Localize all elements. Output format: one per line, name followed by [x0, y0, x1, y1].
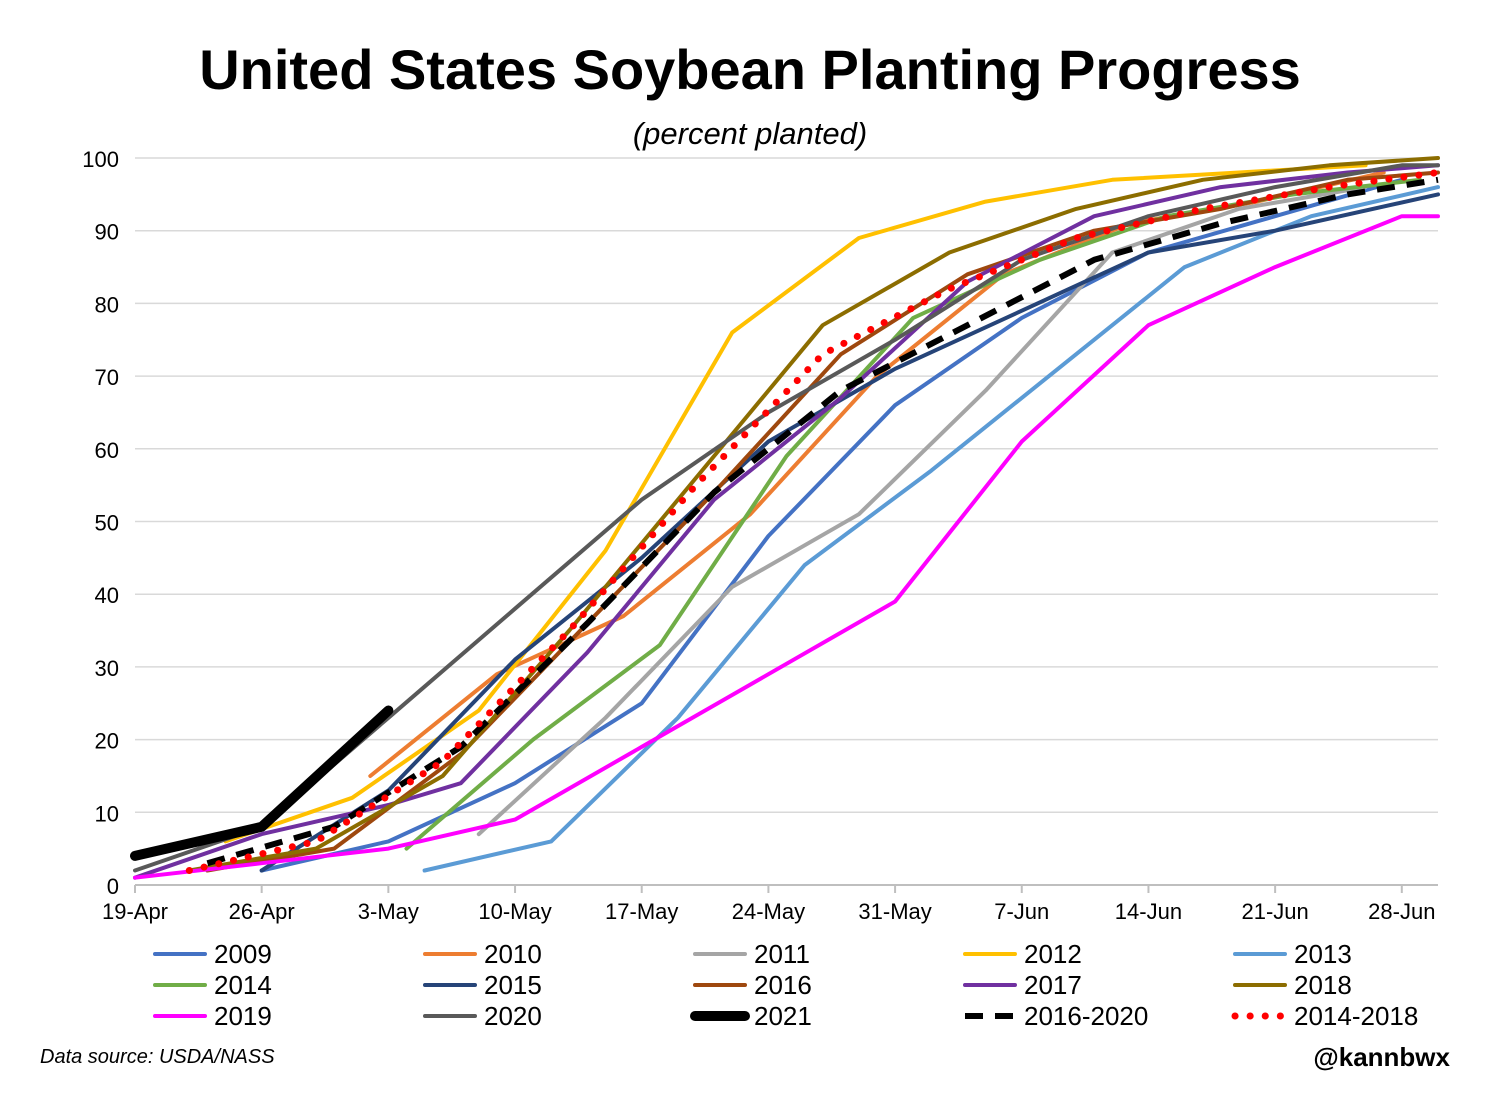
legend-label: 2020 — [484, 1000, 542, 1031]
legend-swatch — [153, 952, 207, 956]
legend-item-2020: 2020 — [420, 1000, 542, 1032]
legend-item-2021: 2021 — [690, 1000, 812, 1032]
legend-label: 2011 — [754, 938, 810, 969]
series-line-2014 — [404, 177, 1422, 851]
legend-label: 2012 — [1024, 938, 1082, 969]
series-line-2011 — [476, 185, 1368, 837]
y-tick-label: 10 — [95, 801, 119, 826]
legend-swatch — [423, 1014, 477, 1018]
y-tick-label: 100 — [82, 147, 119, 172]
legend-label: 2016 — [754, 969, 812, 1000]
legend-label: 2010 — [484, 938, 542, 969]
author-handle: @kannbwx — [1313, 1042, 1450, 1072]
legend-label: 2017 — [1024, 969, 1082, 1000]
x-tick-label: 14-Jun — [1115, 899, 1182, 924]
legend-item-2016-2020: 2016-2020 — [960, 1000, 1148, 1032]
legend-swatch — [963, 983, 1017, 987]
x-tick-label: 21-Jun — [1241, 899, 1308, 924]
legend-label: 2019 — [214, 1000, 272, 1031]
chart-title: United States Soybean Planting Progress — [199, 38, 1301, 101]
y-tick-label: 20 — [95, 729, 119, 754]
x-tick-label: 26-Apr — [229, 899, 295, 924]
legend-item-2017: 2017 — [960, 969, 1082, 1001]
legend-item-2015: 2015 — [420, 969, 542, 1001]
series-line-2012 — [223, 163, 1368, 844]
x-tick-label: 10-May — [478, 899, 551, 924]
x-tick-label: 28-Jun — [1368, 899, 1435, 924]
y-tick-label: 90 — [95, 220, 119, 245]
legend-label: 2016-2020 — [1024, 1000, 1149, 1031]
y-tick-label: 40 — [95, 583, 119, 608]
x-tick-label: 3-May — [358, 899, 419, 924]
y-tick-label: 80 — [95, 292, 119, 317]
y-tick-label: 60 — [95, 438, 119, 463]
legend-swatch — [153, 983, 207, 987]
legend-label: 2009 — [214, 938, 272, 969]
y-tick-label: 30 — [95, 656, 119, 681]
legend-label: 2014 — [214, 969, 272, 1000]
series-line-2014-2018 — [185, 169, 1442, 874]
x-tick-label: 17-May — [605, 899, 678, 924]
series-line-2016-2020 — [206, 176, 1439, 867]
y-tick-label: 0 — [107, 874, 119, 899]
legend-item-2011: 2011 — [690, 938, 810, 970]
legend-label: 2018 — [1294, 969, 1352, 1000]
y-tick-label: 50 — [95, 511, 119, 536]
series-line-2019 — [133, 214, 1440, 880]
legend-label: 2015 — [484, 969, 542, 1000]
legend-label: 2014-2018 — [1294, 1000, 1419, 1031]
x-tick-label: 31-May — [858, 899, 931, 924]
series-line-2016 — [205, 170, 1440, 873]
x-tick-label: 7-Jun — [994, 899, 1049, 924]
legend-swatch — [423, 983, 477, 987]
legend-item-2010: 2010 — [420, 938, 542, 970]
legend-item-2009: 2009 — [150, 938, 272, 970]
gridlines — [135, 157, 1438, 814]
legend-swatch — [153, 1014, 207, 1018]
series-line-2021 — [130, 705, 394, 861]
legend-item-2013: 2013 — [1230, 938, 1352, 970]
legend-swatch — [690, 1011, 750, 1021]
legend-item-2012: 2012 — [960, 938, 1082, 970]
legend-label: 2013 — [1294, 938, 1352, 969]
legend-item-2018: 2018 — [1230, 969, 1352, 1001]
legend-item-2016: 2016 — [690, 969, 812, 1001]
legend-swatch — [1231, 1012, 1289, 1020]
tick-labels: 0 10 20 30 40 50 60 70 80 90 100 19-Apr 26-Apr 3-May 1… — [82, 147, 1435, 924]
y-tick-label: 70 — [95, 365, 119, 390]
series-line-2018 — [187, 156, 1440, 873]
legend-swatch — [963, 952, 1017, 956]
series-line-2013 — [422, 185, 1440, 873]
x-tick-label: 19-Apr — [102, 899, 168, 924]
series-lines — [130, 156, 1442, 880]
legend-swatch — [693, 952, 747, 956]
chart-subtitle: (percent planted) — [632, 116, 868, 151]
series-line-2017 — [133, 163, 1440, 880]
plot-area: 0 10 20 30 40 50 60 70 80 90 100 19-Apr 26-Apr 3-May 1… — [82, 147, 1442, 924]
legend-item-2014: 2014 — [150, 969, 272, 1001]
data-source-note: Data source: USDA/NASS — [40, 1046, 275, 1068]
legend-swatch — [1233, 952, 1287, 956]
legend-item-2019: 2019 — [150, 1000, 272, 1032]
legend-label: 2021 — [754, 1000, 812, 1031]
x-tick-label: 24-May — [732, 899, 805, 924]
legend-swatch — [423, 952, 477, 956]
legend-swatch — [1233, 983, 1287, 987]
axes — [134, 884, 1438, 893]
legend-item-2014-2018: 2014-2018 — [1230, 1000, 1418, 1032]
legend-swatch — [693, 983, 747, 987]
legend-swatch — [965, 1013, 1015, 1019]
